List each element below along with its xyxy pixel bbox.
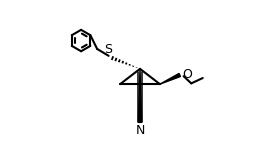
Polygon shape <box>138 69 142 122</box>
Text: N: N <box>135 124 145 136</box>
Polygon shape <box>160 73 181 84</box>
Text: S: S <box>104 43 112 56</box>
Text: O: O <box>182 68 192 81</box>
